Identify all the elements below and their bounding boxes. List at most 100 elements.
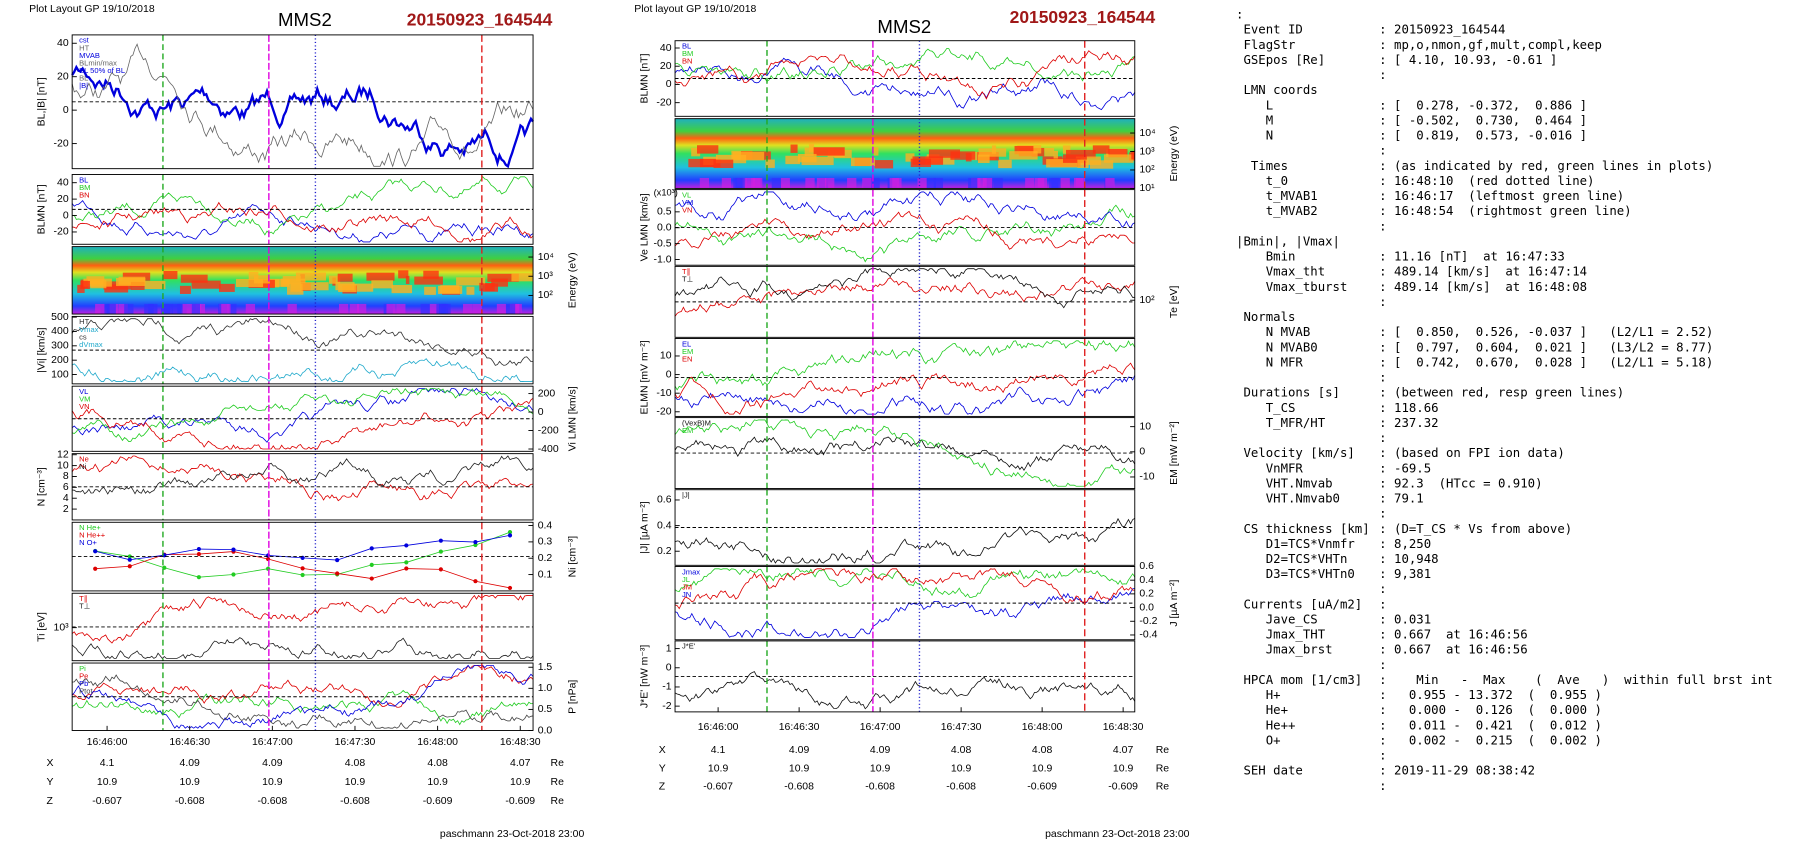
spectrogram-band: [1044, 147, 1055, 157]
orbit-label: X: [659, 745, 666, 756]
y-tick-label: 10³: [54, 622, 70, 633]
summary-text: Jmax_brst: [1236, 643, 1333, 657]
legend-entry: JL: [682, 575, 690, 584]
y-tick-label: 0.5: [538, 704, 553, 715]
orbit-value: 4.08: [951, 745, 972, 756]
spectrogram-band: [483, 283, 498, 292]
y-tick-label: 0.2: [657, 546, 672, 557]
y-tick-label: 40: [57, 38, 69, 49]
legend-entry: Jmax: [682, 567, 700, 576]
orbit-label: X: [47, 758, 54, 769]
legend-entry: cst: [79, 36, 90, 45]
summary-text: :: [1236, 8, 1243, 22]
y-axis-label: EM [mW m⁻²]: [1169, 421, 1180, 485]
spectrogram-noise: [982, 177, 993, 189]
plot-footer: paschmann 23-Oct-2018 23:00: [440, 829, 585, 840]
spectrogram-band: [163, 271, 178, 280]
summary-text: :: [1379, 144, 1386, 158]
summary-text: : 0.031: [1379, 612, 1431, 626]
spectrogram-noise: [862, 177, 872, 189]
y-tick-label: 20: [57, 71, 69, 82]
spectrogram-band: [352, 283, 374, 292]
spectrogram-band: [928, 149, 961, 158]
spectrogram-band: [998, 159, 1012, 169]
spectrogram-band: [950, 151, 976, 160]
summary-text: : (as indicated by red, green lines in p…: [1379, 159, 1713, 173]
summary-text: Jave_CS: [1236, 612, 1318, 626]
y-tick-label: 10²: [538, 290, 554, 301]
spectrogram-band: [965, 153, 972, 162]
legend-entry: BLmin/max: [79, 58, 117, 67]
summary-text: VHT.Nmvab: [1236, 476, 1333, 490]
y-tick-label: 10³: [538, 271, 554, 282]
y-tick-label: 0.5: [657, 207, 672, 218]
legend-entry: VN: [682, 206, 692, 215]
spectrogram-noise: [926, 177, 936, 189]
orbit-value: 10.9: [427, 777, 448, 788]
spectrogram-noise: [870, 177, 880, 189]
legend-entry: EL: [682, 339, 691, 348]
summary-text: LMN coords: [1236, 83, 1318, 97]
spectrogram-band: [371, 280, 393, 289]
orbit-unit: Re: [1156, 745, 1170, 756]
summary-text: Normals: [1236, 310, 1295, 324]
panel-frame: [674, 338, 1136, 417]
legend-entry: EM: [682, 347, 693, 356]
orbit-unit: Re: [551, 758, 565, 769]
spectrogram-band: [248, 271, 259, 281]
y-tick-label: 200: [51, 355, 69, 366]
trace: [674, 48, 1135, 82]
legend-entry: VN: [79, 402, 89, 411]
y-tick-label: 10²: [1139, 295, 1155, 306]
y-tick-label: 500: [51, 312, 69, 323]
y-tick-label: 200: [538, 388, 556, 399]
trace: [674, 268, 1135, 309]
y-tick-label: 0.6: [1139, 561, 1154, 572]
orbit-unit: Re: [1156, 763, 1170, 774]
summary-text: D3=TCS*VHTn0: [1236, 567, 1355, 581]
spectrogram-noise: [780, 177, 790, 189]
summary-text: N MVAB: [1236, 325, 1310, 339]
summary-text: : [ 4.10, 10.93, -0.61 ]: [1379, 53, 1557, 67]
summary-text: : 8,250: [1379, 537, 1431, 551]
spectrogram-band: [398, 270, 409, 279]
y-axis-label: Energy (eV): [567, 252, 578, 308]
trace-marker: [507, 585, 513, 591]
legend-entry: Ne: [79, 454, 89, 463]
spectrogram-noise: [177, 303, 187, 315]
y-tick-label: 6: [63, 482, 69, 493]
spectrogram-noise: [825, 177, 835, 189]
spectrogram-band: [910, 158, 931, 168]
y-tick-label: 0.2: [1139, 589, 1154, 600]
y-tick-label: 10²: [1139, 165, 1155, 176]
trace: [674, 568, 1136, 598]
summary-text: : 0.667 at 16:46:56: [1379, 643, 1527, 657]
summary-text: : 11.16 [nT] at 16:47:33: [1379, 250, 1565, 264]
trace: [72, 664, 534, 708]
trace: [674, 191, 1135, 229]
y-tick-label: 10: [660, 351, 672, 362]
legend-entry: BL: [682, 42, 691, 51]
x-tick-label: 16:48:00: [1022, 722, 1063, 733]
spectrogram-band: [1062, 145, 1071, 154]
y-axis-label: Ni [cm⁻³]: [567, 536, 578, 578]
orbit-value: 4.08: [1032, 745, 1053, 756]
plot-title: MMS2: [278, 9, 332, 30]
orbit-unit: Re: [551, 777, 565, 788]
spectrogram-band: [479, 282, 484, 291]
trace: [71, 318, 534, 366]
orbit-value: 4.1: [100, 758, 115, 769]
spectrogram-band: [1066, 149, 1096, 159]
spectrogram-noise: [889, 177, 899, 189]
summary-text: : 10,948: [1379, 552, 1438, 566]
y-tick-label: 0.0: [657, 222, 672, 233]
orbit-value: -0.608: [784, 782, 814, 793]
orbit-value: -0.609: [1108, 782, 1138, 793]
legend-entry: T⊥: [682, 275, 694, 284]
summary-text: M: [1236, 113, 1273, 127]
y-tick-label: 10⁴: [1139, 128, 1155, 139]
y-tick-label: -1: [662, 682, 671, 693]
y-tick-label: 0.2: [538, 553, 553, 564]
summary-text: : 16:46:17 (leftmost green line): [1379, 189, 1624, 203]
summary-text: : 0.002 - 0.215 ( 0.002 ): [1379, 733, 1602, 747]
